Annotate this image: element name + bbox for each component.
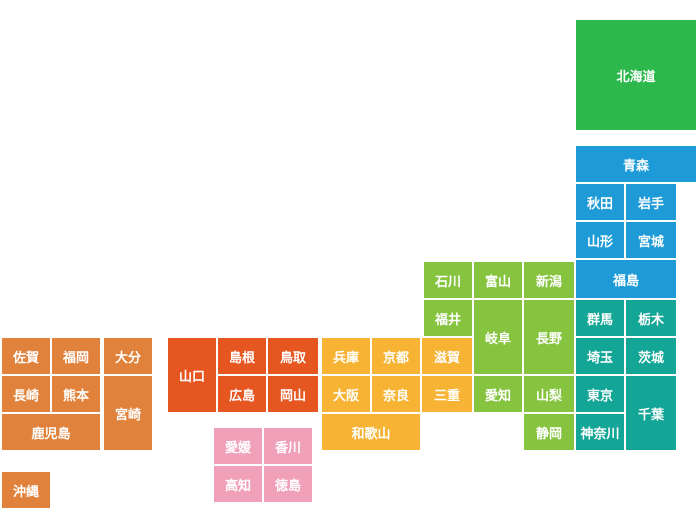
prefecture-tile[interactable]: 鹿児島 (2, 414, 100, 450)
prefecture-tile[interactable]: 新潟 (524, 262, 574, 298)
prefecture-tile[interactable]: 大分 (104, 338, 152, 374)
prefecture-tile[interactable]: 兵庫 (322, 338, 370, 374)
prefecture-tile[interactable]: 神奈川 (576, 414, 624, 450)
prefecture-tile[interactable]: 福岡 (52, 338, 100, 374)
prefecture-tile[interactable]: 福島 (576, 260, 676, 298)
prefecture-tile[interactable]: 広島 (218, 376, 266, 412)
prefecture-tile[interactable]: 熊本 (52, 376, 100, 412)
prefecture-tile[interactable]: 佐賀 (2, 338, 50, 374)
prefecture-tile[interactable]: 愛知 (474, 376, 522, 412)
prefecture-tile[interactable]: 島根 (218, 338, 266, 374)
prefecture-tile[interactable]: 福井 (424, 300, 472, 336)
prefecture-tile[interactable]: 岐阜 (474, 300, 522, 374)
prefecture-tile[interactable]: 青森 (576, 146, 696, 182)
prefecture-tile[interactable]: 沖縄 (2, 472, 50, 508)
prefecture-tile[interactable]: 富山 (474, 262, 522, 298)
prefecture-tile[interactable]: 山形 (576, 222, 624, 258)
prefecture-tile[interactable]: 鳥取 (268, 338, 318, 374)
prefecture-tile[interactable]: 大阪 (322, 376, 370, 412)
prefecture-tile[interactable]: 奈良 (372, 376, 420, 412)
prefecture-tile[interactable]: 愛媛 (214, 428, 262, 464)
prefecture-tile[interactable]: 群馬 (576, 300, 624, 336)
prefecture-tile[interactable]: 静岡 (524, 414, 574, 450)
prefecture-tile[interactable]: 茨城 (626, 338, 676, 374)
prefecture-tile[interactable]: 栃木 (626, 300, 676, 336)
prefecture-tile[interactable]: 岡山 (268, 376, 318, 412)
prefecture-tile[interactable]: 徳島 (264, 466, 312, 502)
prefecture-tile[interactable]: 北海道 (576, 20, 696, 130)
prefecture-tile[interactable]: 滋賀 (422, 338, 472, 374)
prefecture-tile[interactable]: 石川 (424, 262, 472, 298)
prefecture-tile[interactable]: 長野 (524, 300, 574, 374)
prefecture-tile[interactable]: 山口 (168, 338, 216, 412)
prefecture-tile[interactable]: 香川 (264, 428, 312, 464)
prefecture-tile[interactable]: 高知 (214, 466, 262, 502)
prefecture-tile[interactable]: 和歌山 (322, 414, 420, 450)
prefecture-tile[interactable]: 東京 (576, 376, 624, 412)
prefecture-tile[interactable]: 埼玉 (576, 338, 624, 374)
prefecture-tile[interactable]: 岩手 (626, 184, 676, 220)
prefecture-tile[interactable]: 三重 (422, 376, 472, 412)
prefecture-tile[interactable]: 京都 (372, 338, 420, 374)
prefecture-tile[interactable]: 宮城 (626, 222, 676, 258)
prefecture-tile[interactable]: 長崎 (2, 376, 50, 412)
prefecture-tile[interactable]: 宮崎 (104, 376, 152, 450)
prefecture-tile[interactable]: 秋田 (576, 184, 624, 220)
prefecture-tile[interactable]: 千葉 (626, 376, 676, 450)
prefecture-tile[interactable]: 山梨 (524, 376, 574, 412)
